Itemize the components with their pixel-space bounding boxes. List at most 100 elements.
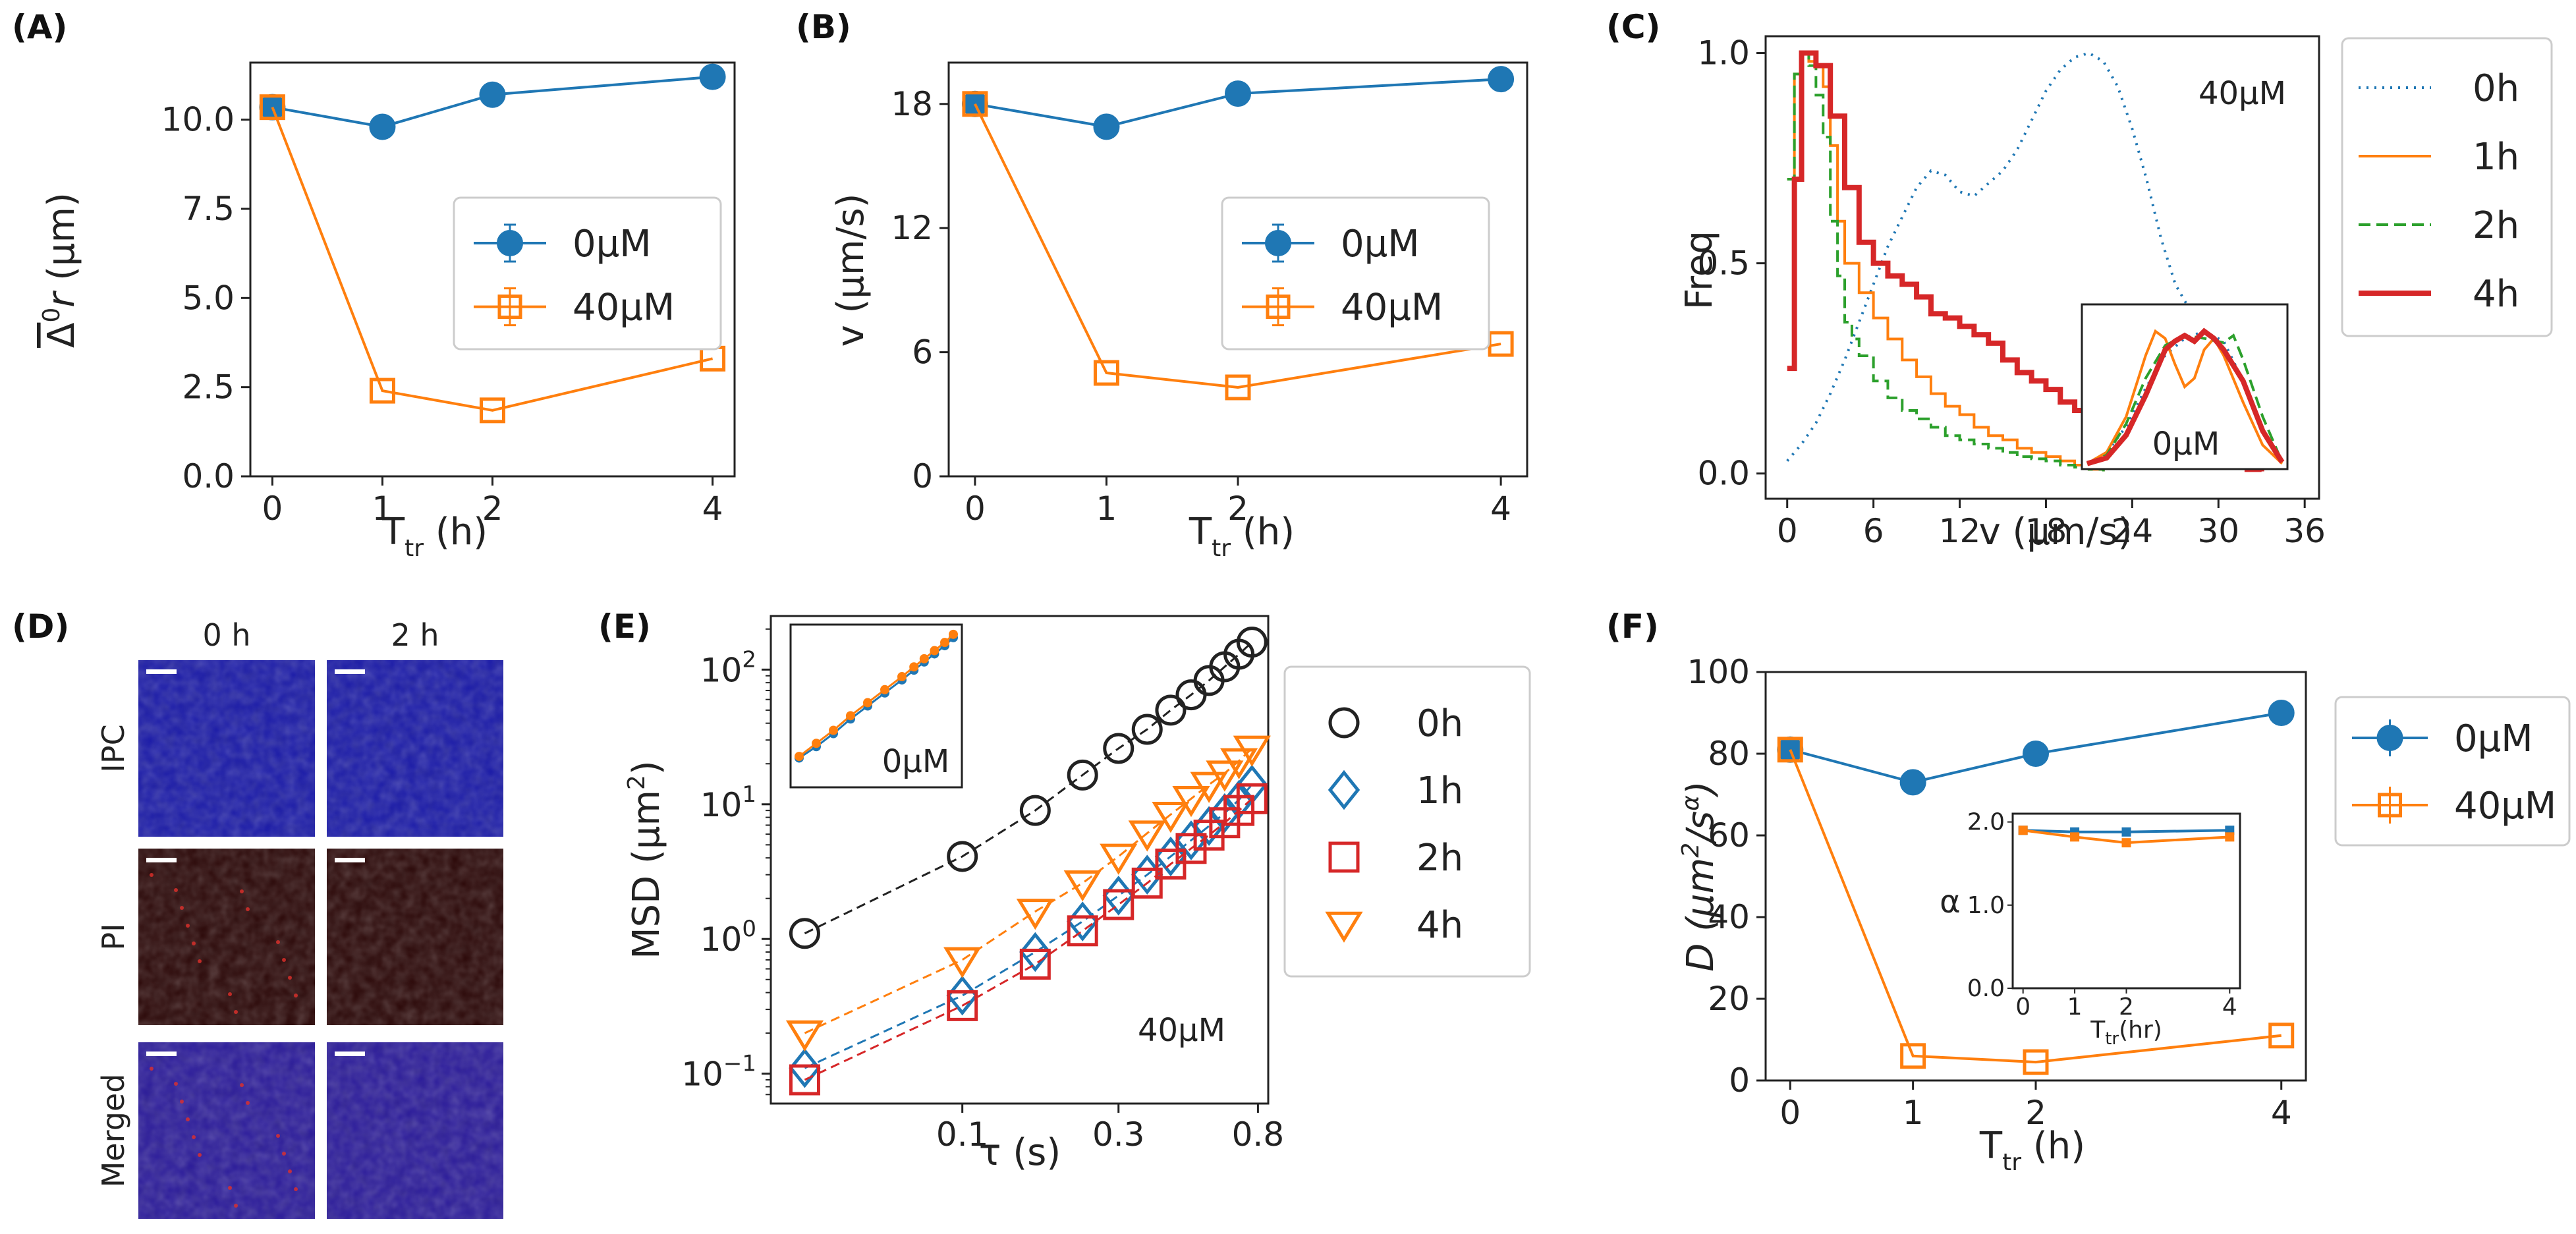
a-ylabel: Δ0r (μm) bbox=[38, 192, 83, 348]
e-ytick-exp: 2 bbox=[742, 646, 756, 673]
e-data-point bbox=[1155, 848, 1187, 880]
d-pi-stain-dot bbox=[198, 1153, 202, 1157]
f-ytick-label: 0 bbox=[1729, 1061, 1750, 1100]
e-data-point bbox=[1155, 694, 1187, 726]
f-inset-point bbox=[2225, 832, 2235, 842]
e-inset-point bbox=[930, 646, 939, 656]
a-xlabel-main: T bbox=[381, 511, 405, 553]
e-data-point bbox=[1100, 843, 1138, 875]
d-pi-stain-dot bbox=[192, 1135, 196, 1139]
f-inset-point bbox=[2121, 838, 2131, 848]
f-xlabel-sub: tr bbox=[2002, 1149, 2021, 1176]
c-legend-label: 1h bbox=[2473, 136, 2519, 179]
e-legend-label: 0h bbox=[1416, 702, 1463, 745]
e-ytick-exp: 1 bbox=[742, 781, 756, 808]
d-pi-stain-dot bbox=[234, 1204, 238, 1208]
e-data-point bbox=[1102, 876, 1134, 916]
e-xlabel: τ (s) bbox=[979, 1131, 1061, 1174]
a-ytick-label: 2.5 bbox=[182, 368, 235, 407]
d-pi-stain-dot bbox=[228, 1186, 232, 1190]
b-legend-marker bbox=[1265, 230, 1291, 256]
e-data-point bbox=[1233, 735, 1271, 767]
f-inset-xlabel-sub: tr bbox=[2105, 1029, 2119, 1049]
f-data-point bbox=[1899, 769, 1926, 796]
f-ylabel-close: ) bbox=[1679, 781, 1722, 798]
f-legend-label: 0μM bbox=[2454, 717, 2533, 760]
d-pi-stain-dot bbox=[198, 959, 202, 963]
b-xtick-label: 2 bbox=[1227, 490, 1248, 528]
d-micrograph-texture bbox=[138, 849, 315, 1025]
f-data-point bbox=[1900, 1043, 1926, 1069]
f-xtick-label: 1 bbox=[1903, 1094, 1924, 1132]
d-micrograph-texture bbox=[138, 660, 315, 837]
d-pi-stain-dot bbox=[150, 1067, 154, 1071]
f-data-point bbox=[2023, 1049, 2049, 1075]
d-pi-stain-dot bbox=[150, 873, 154, 877]
f-inset-ytick-label: 0.0 bbox=[1967, 975, 2005, 1002]
d-scale-bar bbox=[146, 669, 177, 674]
panel-label-e: (E) bbox=[598, 607, 651, 646]
b-series-line-40μM bbox=[974, 103, 1501, 389]
f-inset-point bbox=[2018, 826, 2028, 835]
e-inset-point bbox=[897, 672, 907, 682]
b-legend-label: 0μM bbox=[1341, 223, 1420, 266]
f-ylabel-sup1: 2 bbox=[1677, 843, 1704, 858]
e-inset-point bbox=[795, 752, 804, 762]
e-data-point bbox=[1131, 867, 1163, 899]
d-pi-stain-dot bbox=[246, 1101, 250, 1105]
c-inset-series-1h bbox=[2086, 329, 2283, 465]
e-series-line-1h bbox=[804, 783, 1253, 1069]
f-inset-xtick-label: 1 bbox=[2067, 994, 2083, 1021]
a-ylabel-sup: 0 bbox=[38, 308, 65, 323]
b-ytick-label: 12 bbox=[891, 209, 933, 247]
d-pi-stain-dot bbox=[234, 1010, 238, 1014]
e-annotation: 40μM bbox=[1138, 1012, 1225, 1049]
b-ylabel: v (μm/s) bbox=[829, 194, 872, 347]
a-ytick-label: 0.0 bbox=[182, 457, 235, 495]
e-ylabel-close: ) bbox=[625, 760, 668, 775]
d-pi-stain-dot bbox=[288, 976, 292, 980]
e-ytick-label: 10−1 bbox=[681, 1051, 756, 1094]
e-ytick-exp: 0 bbox=[742, 916, 756, 942]
e-inset-point bbox=[846, 711, 855, 721]
d-micrograph-texture bbox=[327, 849, 503, 1025]
f-inset-xtick-label: 0 bbox=[2015, 994, 2030, 1021]
f-legend-marker bbox=[2378, 793, 2402, 818]
f-xlabel-unit: (h) bbox=[2021, 1125, 2085, 1167]
e-inset-point bbox=[940, 638, 949, 648]
d-pi-stain-dot bbox=[240, 889, 244, 893]
f-data-point bbox=[1777, 737, 1803, 763]
a-ytick-label: 5.0 bbox=[182, 279, 235, 317]
c-legend-label: 4h bbox=[2473, 273, 2519, 316]
d-pi-stain-dot bbox=[174, 888, 178, 892]
c-xtick-label: 36 bbox=[2283, 512, 2326, 550]
a-xlabel-unit: (h) bbox=[424, 511, 488, 553]
d-pi-stain-dot bbox=[186, 924, 190, 928]
e-data-point bbox=[1236, 783, 1268, 814]
d-pi-stain-dot bbox=[174, 1082, 178, 1086]
c-inset-series-2h bbox=[2086, 333, 2283, 465]
e-legend-marker bbox=[1328, 841, 1360, 873]
b-xtick-label: 1 bbox=[1096, 490, 1117, 528]
d-pi-stain-dot bbox=[276, 940, 280, 944]
c-legend-box bbox=[2341, 37, 2553, 337]
e-xtick-label: 0.8 bbox=[1232, 1115, 1285, 1154]
e-data-point bbox=[1190, 771, 1228, 803]
e-data-point bbox=[789, 1064, 820, 1096]
e-axes-frame bbox=[770, 615, 1270, 1105]
e-data-point bbox=[947, 990, 978, 1021]
d-pi-stain-dot bbox=[246, 907, 250, 911]
b-xlabel-main: T bbox=[1189, 511, 1212, 553]
e-legend-label: 2h bbox=[1416, 837, 1463, 880]
d-column-label: 2 h bbox=[391, 617, 439, 653]
d-scale-bar bbox=[146, 858, 177, 862]
d-row-label: PI bbox=[96, 923, 131, 950]
e-data-point bbox=[1206, 760, 1244, 792]
d-pi-stain-dot bbox=[276, 1134, 280, 1138]
f-xlabel: Ttr (h) bbox=[1979, 1125, 2085, 1176]
e-series-line-4h bbox=[804, 747, 1253, 1034]
d-pi-stain-dot bbox=[186, 1117, 190, 1121]
e-data-point bbox=[943, 947, 982, 978]
